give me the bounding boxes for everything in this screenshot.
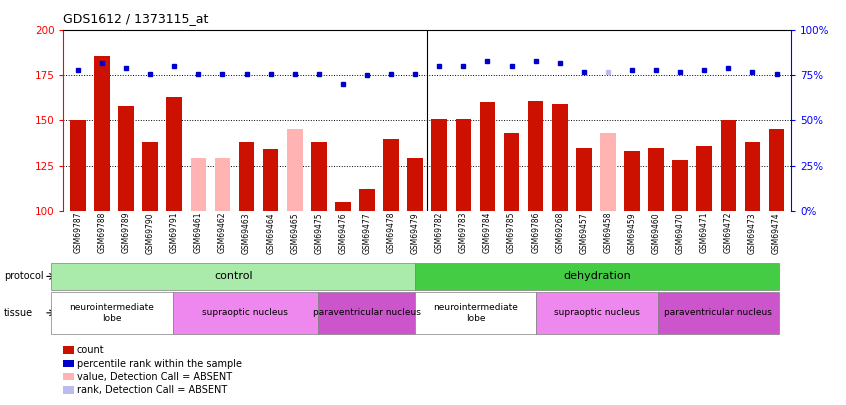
Text: rank, Detection Call = ABSENT: rank, Detection Call = ABSENT (77, 386, 228, 395)
Text: protocol: protocol (4, 271, 44, 281)
Bar (431, 119, 447, 211)
Bar (721, 121, 736, 211)
Bar (600, 133, 616, 211)
Bar (190, 158, 206, 211)
Bar (696, 146, 712, 211)
Bar (503, 133, 519, 211)
Bar (673, 160, 688, 211)
Bar (408, 158, 423, 211)
Bar (335, 202, 351, 211)
Bar (576, 147, 591, 211)
Text: control: control (214, 271, 252, 281)
Bar (624, 151, 640, 211)
Text: value, Detection Call = ABSENT: value, Detection Call = ABSENT (77, 372, 232, 382)
Bar (528, 101, 543, 211)
Text: neurointermediate
lobe: neurointermediate lobe (69, 303, 154, 322)
Bar (360, 189, 375, 211)
Bar (70, 121, 85, 211)
Bar (215, 158, 230, 211)
Text: percentile rank within the sample: percentile rank within the sample (77, 359, 242, 369)
Bar (311, 142, 327, 211)
Text: dehydration: dehydration (563, 271, 631, 281)
Text: tissue: tissue (4, 308, 33, 318)
Bar (263, 149, 278, 211)
Bar (142, 142, 158, 211)
Text: paraventricular nucleus: paraventricular nucleus (313, 308, 420, 318)
Text: count: count (77, 345, 105, 355)
Bar (383, 139, 399, 211)
Bar (769, 130, 784, 211)
Text: paraventricular nucleus: paraventricular nucleus (664, 308, 772, 318)
Text: neurointermediate
lobe: neurointermediate lobe (433, 303, 518, 322)
Text: supraoptic nucleus: supraoptic nucleus (202, 308, 288, 318)
Text: supraoptic nucleus: supraoptic nucleus (554, 308, 640, 318)
Bar (167, 97, 182, 211)
Bar (455, 119, 471, 211)
Bar (744, 142, 761, 211)
Bar (552, 104, 568, 211)
Bar (480, 102, 495, 211)
Bar (648, 147, 664, 211)
Bar (287, 130, 303, 211)
Text: GDS1612 / 1373115_at: GDS1612 / 1373115_at (63, 12, 209, 25)
Bar (94, 55, 110, 211)
Bar (118, 106, 134, 211)
Bar (239, 142, 255, 211)
